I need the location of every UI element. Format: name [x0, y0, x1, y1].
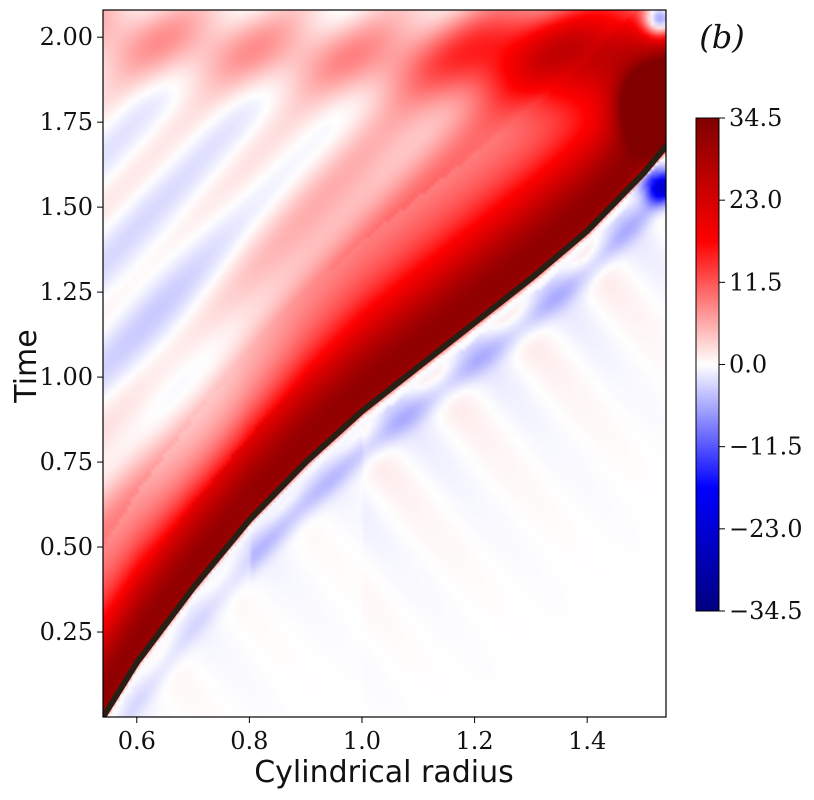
colorbar-tick-label: 11.5	[729, 268, 782, 296]
colorbar-ticks: 34.5 23.0 11.5 0.0 −11.5 −23.0 −34.5	[719, 104, 803, 625]
x-tick-label: 0.6	[118, 727, 156, 755]
front-trajectory-curve	[103, 143, 666, 717]
x-axis-title: Cylindrical radius	[254, 755, 514, 790]
plot-frame	[102, 9, 667, 718]
y-tick-label: 2.00	[40, 23, 93, 51]
colorbar-tick-label: 23.0	[729, 186, 782, 214]
colorbar-tick-label: 34.5	[729, 104, 782, 132]
colorbar-tick-label: −34.5	[729, 597, 803, 625]
colorbar	[695, 117, 720, 612]
y-tick-label: 0.50	[40, 533, 93, 561]
panel-label: (b)	[699, 18, 744, 56]
y-axis-ticks: 0.25 0.50 0.75 1.00 1.25 1.50 1.75 2.00	[40, 23, 103, 646]
colorbar-tick-label: −11.5	[729, 433, 803, 461]
y-tick-label: 1.50	[40, 193, 93, 221]
y-tick-label: 1.00	[40, 363, 93, 391]
y-axis-title: Time	[9, 329, 44, 403]
y-tick-label: 0.25	[40, 618, 93, 646]
colorbar-tick-label: 0.0	[729, 351, 767, 379]
y-tick-label: 1.25	[40, 278, 93, 306]
y-tick-label: 0.75	[40, 448, 93, 476]
heatmap-image	[103, 10, 666, 717]
colorbar-tick-label: −23.0	[729, 515, 803, 543]
x-tick-label: 1.0	[343, 727, 381, 755]
y-tick-label: 1.75	[40, 108, 93, 136]
x-tick-label: 1.4	[568, 727, 606, 755]
x-tick-label: 0.8	[230, 727, 268, 755]
x-axis-ticks: 0.6 0.8 1.0 1.2 1.4	[118, 717, 606, 755]
x-tick-label: 1.2	[455, 727, 493, 755]
